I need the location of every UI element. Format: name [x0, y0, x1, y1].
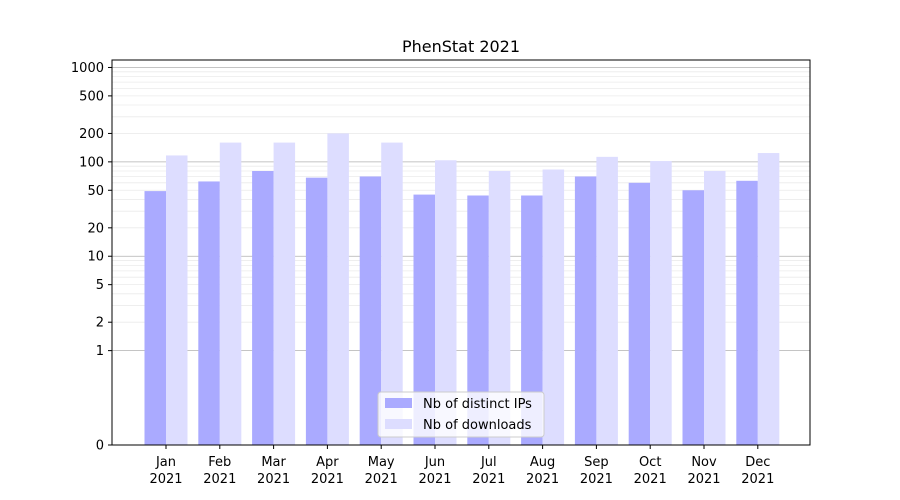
x-tick-label-month: Jun [424, 455, 445, 470]
legend-label: Nb of downloads [423, 418, 532, 433]
x-axis: Jan 2021 Feb 2021 Mar 2021 Apr 2021 May 2021 Jun 20… [149, 445, 774, 487]
bar-distinct-ips [305, 177, 328, 446]
x-tick-label-year: 2021 [203, 472, 236, 487]
bar-distinct-ips [467, 195, 489, 445]
bar-distinct-ips [413, 194, 435, 445]
chart-title: PhenStat 2021 [402, 37, 520, 56]
bar-downloads [757, 153, 780, 445]
x-tick-label-year: 2021 [149, 472, 182, 487]
legend-swatch [385, 398, 412, 408]
bar-distinct-ips [521, 195, 543, 445]
y-tick-label: 0 [96, 439, 104, 454]
x-tick-label-month: Jul [480, 455, 497, 470]
bar-distinct-ips [574, 176, 597, 445]
x-tick-label-month: Dec [745, 455, 770, 470]
y-tick-label: 20 [87, 221, 104, 236]
y-tick-label: 1 [96, 344, 104, 359]
x-tick-label-month: Mar [261, 455, 286, 470]
x-tick-label-month: Nov [691, 455, 717, 470]
legend-box [377, 391, 545, 438]
y-tick-label: 5 [96, 278, 104, 293]
y-tick-label: 1000 [71, 61, 104, 76]
bar-downloads [704, 171, 726, 446]
x-tick-label-year: 2021 [741, 472, 774, 487]
bar-downloads [273, 142, 296, 445]
y-tick-label: 2 [96, 316, 104, 331]
legend-label: Nb of distinct IPs [423, 397, 532, 412]
x-tick-label-month: May [368, 455, 395, 470]
x-tick-label-year: 2021 [365, 472, 398, 487]
bar-distinct-ips [736, 180, 758, 445]
x-tick-label-year: 2021 [257, 472, 290, 487]
x-tick-label-year: 2021 [526, 472, 559, 487]
x-tick-label-month: Jan [155, 455, 176, 470]
bar-distinct-ips [628, 182, 651, 445]
legend: Nb of distinct IPs Nb of downloads [377, 391, 545, 438]
bar-downloads [219, 142, 242, 445]
bar-distinct-ips [359, 176, 382, 445]
bar-downloads [166, 155, 188, 446]
plot-frame [111, 59, 811, 446]
bars [144, 133, 780, 446]
bar-downloads [542, 169, 565, 445]
bar-distinct-ips [144, 191, 166, 445]
bar-downloads [381, 142, 403, 445]
x-tick-label-year: 2021 [418, 472, 451, 487]
x-tick-label-month: Apr [316, 455, 339, 470]
bar-downloads [596, 156, 618, 445]
y-tick-label: 500 [79, 89, 104, 104]
x-tick-label-year: 2021 [311, 472, 344, 487]
x-tick-label-month: Feb [208, 455, 231, 470]
x-tick-label-month: Oct [639, 455, 661, 470]
y-tick-label: 100 [79, 155, 104, 170]
y-tick-label: 50 [87, 184, 104, 199]
bar-downloads [327, 133, 349, 445]
bar-downloads [435, 160, 457, 445]
x-tick-label-year: 2021 [580, 472, 613, 487]
bar-distinct-ips [682, 190, 704, 445]
bar-downloads [488, 171, 511, 446]
y-tick-label: 10 [87, 250, 104, 265]
x-tick-label-month: Sep [584, 455, 609, 470]
x-tick-label-year: 2021 [687, 472, 720, 487]
bar-distinct-ips [198, 181, 220, 445]
bar-downloads [650, 161, 672, 445]
x-tick-label-year: 2021 [634, 472, 667, 487]
legend-swatch [385, 419, 412, 429]
bar-distinct-ips [252, 171, 274, 446]
y-axis: 0 1 2 5 10 20 50 100 200 500 1000 [71, 61, 112, 454]
x-tick-label-month: Aug [530, 455, 555, 470]
x-tick-label-year: 2021 [472, 472, 505, 487]
y-tick-label: 200 [79, 127, 104, 142]
